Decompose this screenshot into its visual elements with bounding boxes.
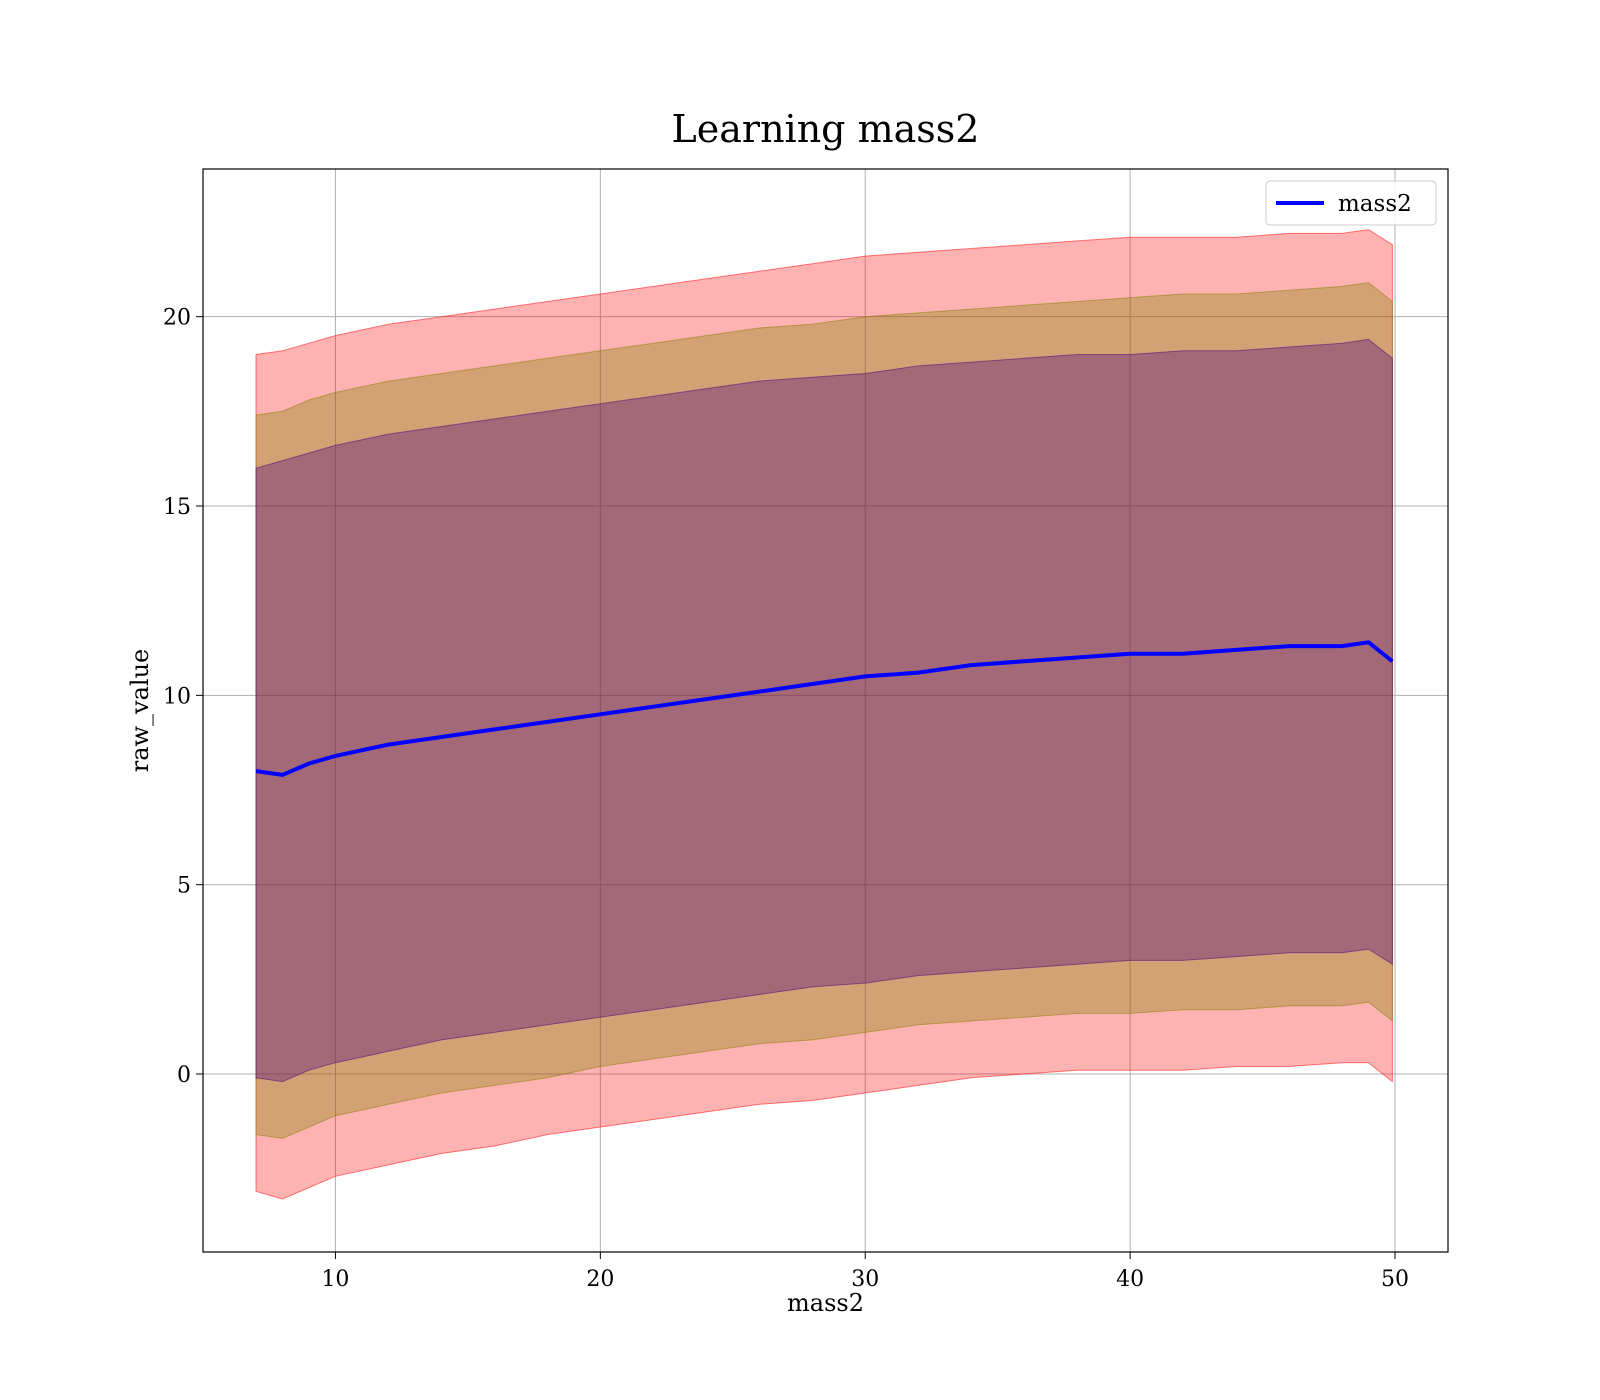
confidence-bands: [255, 229, 1393, 1200]
chart-title: Learning mass2: [672, 107, 980, 151]
plot-frame: [202, 168, 1449, 1253]
y-tick-label: 5: [177, 874, 191, 899]
y-tick-label: 20: [163, 306, 191, 331]
y-tick-label: 15: [163, 495, 191, 520]
x-tick-label: 30: [851, 1267, 879, 1292]
x-tick-label: 50: [1381, 1267, 1409, 1292]
legend-label: mass2: [1338, 191, 1412, 217]
grid: [203, 169, 1448, 1252]
legend: mass2: [1265, 180, 1437, 226]
x-tick-label: 20: [586, 1267, 614, 1292]
confidence-band-2: [255, 282, 1393, 1139]
x-tick-label: 10: [321, 1267, 349, 1292]
y-tick-label: 10: [163, 684, 191, 709]
series-lines: [255, 640, 1394, 777]
y-axis-label: raw_value: [126, 649, 154, 773]
x-axis-label: mass2: [787, 1289, 864, 1317]
y-tick-label: 0: [177, 1063, 191, 1088]
y-axis-ticks: 0 5 10 15 20: [163, 306, 203, 1088]
confidence-band-1: [255, 229, 1393, 1200]
confidence-band-3: [255, 338, 1393, 1083]
x-axis-ticks: 10 20 30 40 50: [321, 1252, 1409, 1292]
x-tick-label: 40: [1116, 1267, 1144, 1292]
legend-box: [1265, 180, 1437, 226]
series-line-mass2: [255, 640, 1394, 777]
